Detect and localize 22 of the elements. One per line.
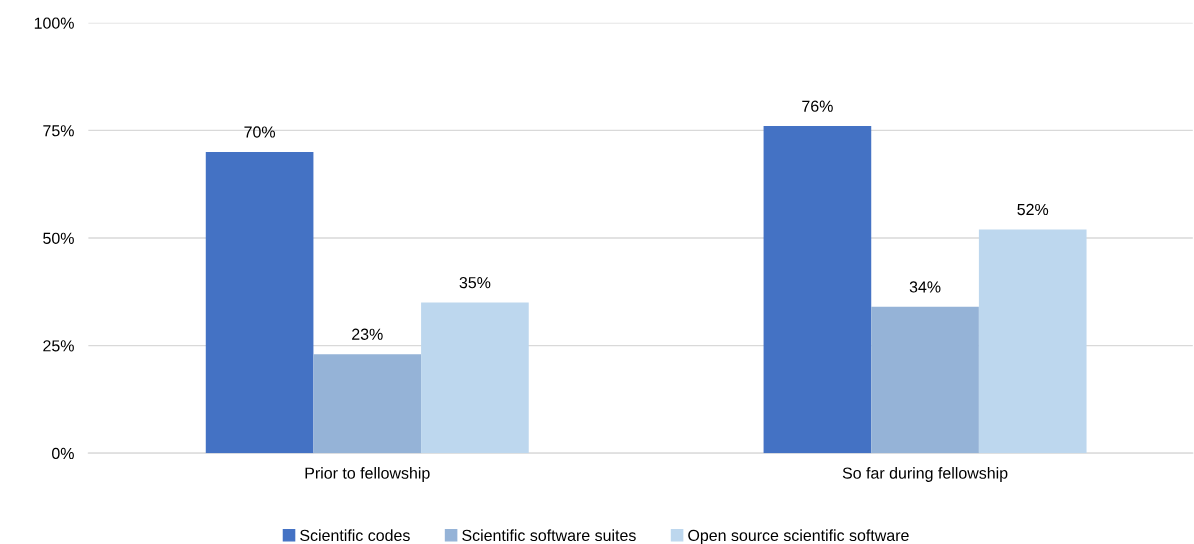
x-tick-label: Prior to fellowship: [305, 467, 430, 482]
data-label: 76%: [802, 100, 833, 112]
data-label: 35%: [459, 276, 491, 289]
legend-label: Open source scientific software: [688, 529, 909, 544]
data-label: 70%: [244, 126, 276, 138]
bar: [313, 354, 422, 454]
data-label: 34%: [909, 281, 941, 293]
bar: [978, 229, 1087, 454]
data-label: 23%: [352, 328, 383, 340]
bar: [205, 151, 314, 454]
y-tick-label: 0%: [52, 447, 74, 460]
data-label: 52%: [1017, 203, 1049, 216]
legend-label: Scientific software suites: [462, 529, 636, 542]
x-tick-label: So far during fellowship: [842, 467, 1008, 482]
bar: [763, 126, 872, 454]
y-tick-label: 100%: [34, 17, 74, 29]
legend-label: Scientific codes: [300, 529, 410, 542]
bar: [421, 302, 529, 454]
y-tick-label: 50%: [43, 232, 74, 244]
y-tick-label: 25%: [43, 340, 74, 352]
y-tick-label: 75%: [43, 125, 74, 137]
bar: [871, 306, 979, 454]
